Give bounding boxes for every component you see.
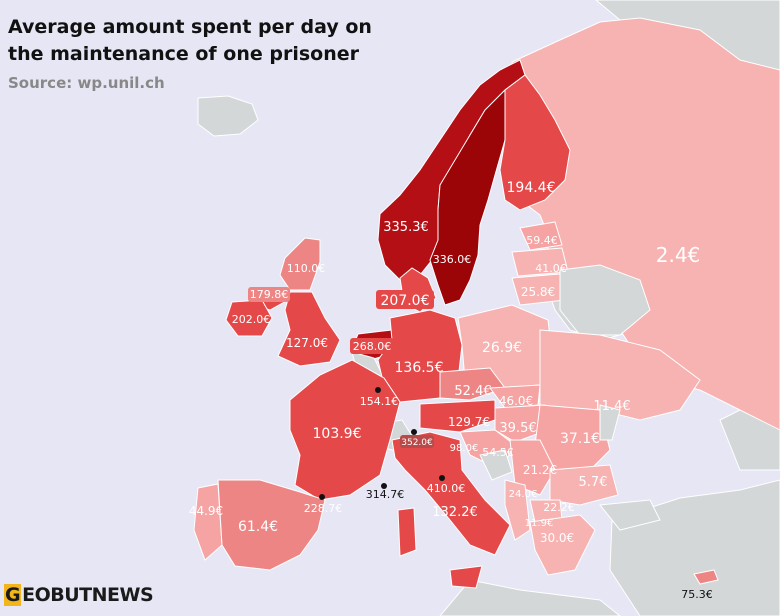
label-macedonia: 22.2€ <box>543 501 575 514</box>
label-poland: 26.9€ <box>482 340 522 356</box>
label-croatia: 54.5€ <box>482 446 514 459</box>
label-denmark: 207.0€ <box>381 293 430 309</box>
value-labels: 2.4€ 335.3€ 336.0€ 194.4€ 59.4€ 41.0€ 25… <box>189 180 713 601</box>
label-serbia: 21.2€ <box>523 463 557 477</box>
andorra-marker <box>319 494 325 500</box>
logo-text: EOBUTNEWS <box>22 584 154 606</box>
monaco-marker <box>381 483 387 489</box>
source-line: Source: wp.unil.ch <box>8 74 165 92</box>
badges <box>248 287 434 448</box>
scotland-shape <box>279 237 321 291</box>
label-lithuania: 25.8€ <box>521 285 555 299</box>
england-wales-shape <box>277 291 341 367</box>
label-france: 103.9€ <box>313 426 362 442</box>
page-title: Average amount spent per day on the main… <box>8 16 372 65</box>
label-northern-ireland: 179.8€ <box>250 288 289 301</box>
label-finland: 194.4€ <box>507 180 556 196</box>
label-norway: 335.3€ <box>383 220 429 235</box>
label-greece: 30.0€ <box>540 531 574 545</box>
denmark-badge <box>376 290 434 309</box>
bulgaria-shape <box>549 464 619 506</box>
moldova-shape <box>599 404 621 441</box>
label-san-marino: 410.0€ <box>427 482 466 495</box>
label-hungary: 39.5€ <box>499 421 536 436</box>
label-liechtenstein: 352.0€ <box>401 438 433 448</box>
label-romania: 37.1€ <box>560 431 600 447</box>
label-scotland: 110.0€ <box>287 262 326 275</box>
bosnia-shape <box>479 449 513 481</box>
san-marino-marker <box>439 475 445 481</box>
belarus-shape <box>559 264 651 336</box>
serbia-shape <box>509 439 556 496</box>
label-cyprus: 75.3€ <box>681 588 713 601</box>
montenegro-albania-shape <box>504 479 531 541</box>
liechtenstein-marker <box>411 429 417 435</box>
label-montenegro: 24.0€ <box>509 489 538 500</box>
label-netherlands: 268.0€ <box>353 340 392 353</box>
country-shapes <box>193 17 780 589</box>
spain-shape <box>217 479 326 571</box>
label-italy: 132.2€ <box>432 505 478 520</box>
label-ireland: 202.0€ <box>232 313 271 326</box>
label-england-wales: 127.0€ <box>286 336 328 350</box>
label-estonia: 59.4€ <box>526 234 558 247</box>
netherlands-badge <box>350 338 394 354</box>
italy-shape <box>391 431 511 556</box>
label-slovakia: 46.0€ <box>499 394 533 408</box>
label-ukraine: 11.4€ <box>593 399 630 414</box>
label-austria: 129.7€ <box>448 415 490 429</box>
cyprus-shape <box>693 569 719 585</box>
label-latvia: 41.0€ <box>535 262 567 275</box>
finland-shape <box>499 74 571 211</box>
france-shape <box>289 359 401 501</box>
label-albania: 11.9€ <box>525 518 554 529</box>
label-czech: 52.4€ <box>454 384 491 399</box>
label-andorra: 228.7€ <box>304 502 343 515</box>
label-germany: 136.5€ <box>395 360 444 376</box>
logo-mark: G <box>4 584 22 606</box>
turkey-shape <box>599 499 661 531</box>
label-slovenia: 98.0€ <box>450 443 479 454</box>
estonia-shape <box>519 221 563 251</box>
logo: G EOBUTNEWS <box>4 584 154 606</box>
label-portugal: 44.9€ <box>189 504 223 518</box>
sweden-shape <box>429 89 511 306</box>
portugal-shape <box>193 483 223 561</box>
austria-shape <box>419 399 496 433</box>
sicily-shape <box>449 565 483 589</box>
label-bulgaria: 5.7€ <box>579 475 608 490</box>
label-spain: 61.4€ <box>238 519 278 535</box>
sardinia-shape <box>397 507 417 557</box>
ni-badge <box>248 287 290 302</box>
label-russia: 2.4€ <box>656 243 701 267</box>
luxembourg-marker <box>375 387 381 393</box>
small-markers <box>319 387 445 500</box>
greece-shape <box>529 514 596 576</box>
czech-shape <box>439 367 506 401</box>
label-sweden: 336.0€ <box>433 253 472 266</box>
label-luxembourg: 154.1€ <box>360 395 399 408</box>
liechtenstein-badge <box>400 435 434 448</box>
label-monaco: 314.7€ <box>366 488 405 501</box>
hungary-shape <box>494 404 549 443</box>
